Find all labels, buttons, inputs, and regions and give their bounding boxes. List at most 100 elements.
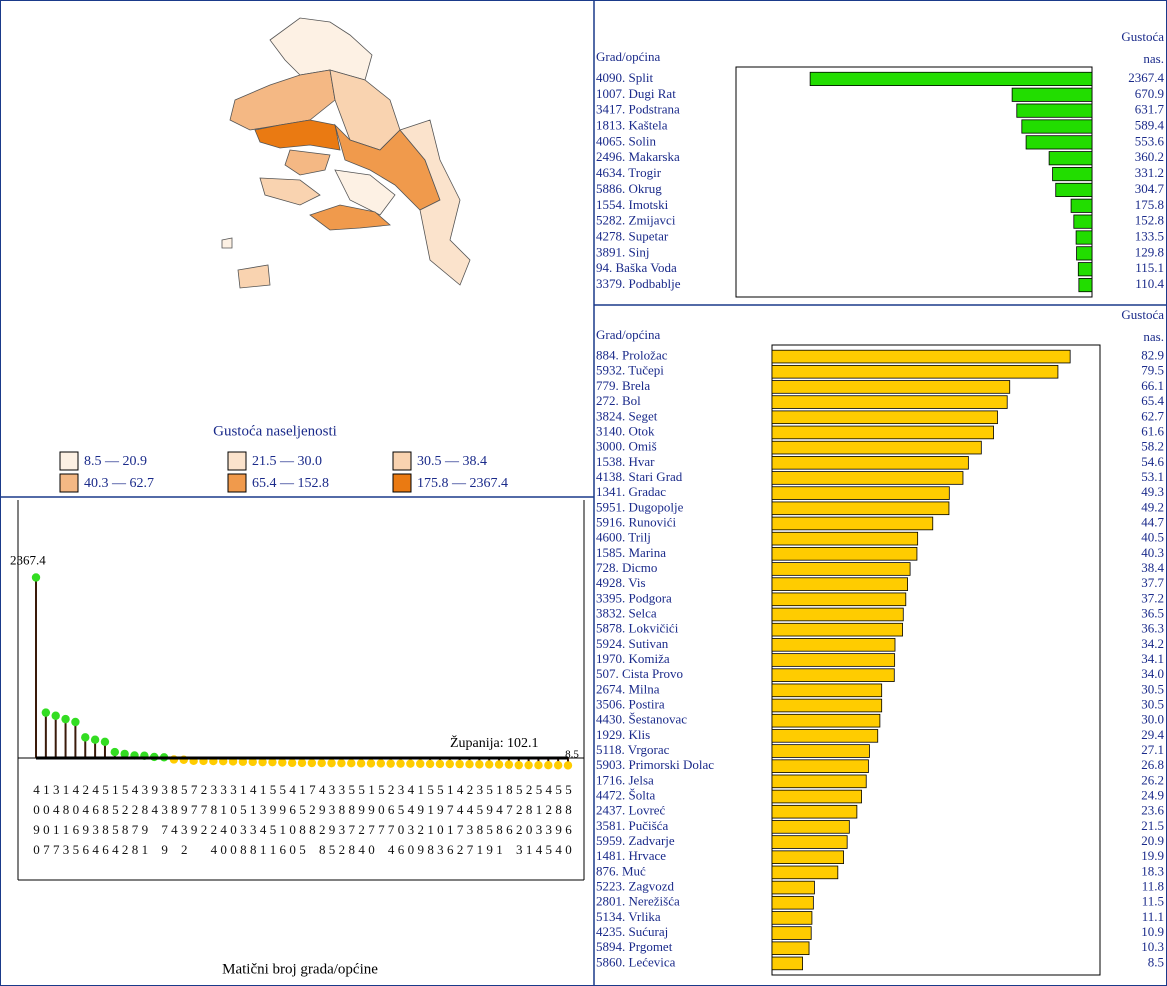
x-tick-label: 5118 — [423, 782, 439, 862]
bar — [771, 774, 867, 789]
x-tick-label: 2674 — [383, 782, 399, 862]
bar — [1052, 167, 1093, 182]
category-label: 4065. Solin — [596, 133, 656, 148]
category-label: 4090. Split — [596, 70, 653, 85]
x-tick-label: 4928 — [314, 782, 330, 862]
category-label: 5894. Prgomet — [596, 939, 673, 954]
x-tick-label: 4090 — [29, 782, 44, 862]
category-label: 2437. Lovreć — [596, 803, 666, 818]
reference-label: Županija: — [450, 734, 504, 751]
bar — [771, 683, 883, 698]
dot — [386, 759, 395, 768]
dot — [317, 758, 326, 768]
x-tick-label: 5903 — [432, 782, 448, 862]
value-header: nas. — [1143, 329, 1164, 344]
value-label: 26.2 — [1141, 772, 1164, 787]
dot — [51, 711, 60, 720]
dot — [120, 749, 129, 759]
x-tick-label: 1538 — [235, 782, 251, 862]
bar — [771, 380, 1011, 394]
legend-title: Gustoća naseljenosti — [213, 423, 337, 439]
reference-value: 102.1 — [507, 736, 539, 751]
map — [221, 17, 471, 289]
bar — [771, 911, 813, 925]
category-label: 4430. Šestanovac — [596, 712, 687, 727]
legend-label: 175.8 — 2367.4 — [417, 476, 508, 491]
dot — [337, 758, 346, 768]
x-tick-label: 3832 — [334, 782, 350, 862]
bar — [1011, 87, 1093, 102]
category-label: 4600. Trilj — [596, 530, 651, 545]
bar — [771, 880, 815, 895]
bar — [771, 607, 904, 622]
dot — [465, 759, 474, 769]
region — [229, 69, 336, 131]
category-label: 1554. Imotski — [596, 197, 669, 212]
x-tick-label: 1970 — [363, 782, 379, 862]
value-label: 36.3 — [1141, 621, 1164, 636]
bar — [771, 713, 881, 728]
legend-label: 30.5 — 38.4 — [417, 454, 487, 469]
value-label: 11.5 — [1142, 894, 1164, 909]
value-label: 27.1 — [1141, 742, 1164, 757]
value-label: 30.5 — [1141, 681, 1164, 696]
x-tick-label: 5223 — [511, 782, 527, 862]
bar — [771, 956, 803, 971]
dot — [238, 757, 248, 766]
x-tick-label: 2496 — [78, 782, 94, 862]
value-label: 54.6 — [1141, 454, 1164, 469]
legend-label: 8.5 — 20.9 — [84, 454, 147, 469]
bar — [771, 729, 879, 743]
bar — [771, 471, 964, 485]
category-label: 1538. Hvar — [596, 454, 655, 469]
bar — [771, 850, 844, 864]
value-label: 29.4 — [1141, 727, 1164, 742]
bar — [771, 926, 812, 940]
value-label: 304.7 — [1135, 181, 1165, 196]
bar — [771, 668, 895, 682]
bar — [771, 895, 814, 910]
category-label: 3824. Seget — [596, 408, 658, 423]
bar — [771, 835, 848, 849]
value-label: 82.9 — [1141, 348, 1164, 363]
dot — [307, 758, 317, 768]
x-tick-label: 4235 — [541, 782, 557, 862]
value-label: 553.6 — [1135, 133, 1165, 148]
x-tick-label: 3824 — [206, 782, 222, 862]
dot — [248, 757, 257, 767]
value-label: 26.8 — [1141, 757, 1164, 772]
value-label: 8.5 — [1148, 954, 1164, 969]
bar — [771, 425, 994, 440]
region — [254, 119, 341, 151]
bar — [1075, 230, 1093, 245]
dot — [71, 717, 80, 727]
category-label: 5924. Sutivan — [596, 636, 669, 651]
legend-swatch — [227, 473, 247, 493]
bar — [771, 653, 896, 667]
value-label: 37.7 — [1141, 575, 1164, 590]
category-label: 3891. Sinj — [596, 244, 649, 259]
region — [399, 119, 471, 286]
category-label: 94. Baška Voda — [596, 260, 677, 275]
dot — [435, 759, 445, 769]
x-tick-label: 5878 — [344, 782, 360, 862]
value-label: 133.5 — [1135, 228, 1164, 243]
category-label: 4634. Trogir — [596, 165, 662, 180]
dot — [287, 758, 297, 768]
bar — [771, 577, 908, 591]
category-label: 876. Muć — [596, 863, 646, 878]
bar — [809, 71, 1093, 86]
bar — [771, 440, 982, 455]
x-tick-label: 3379 — [157, 782, 173, 862]
category-label: 2674. Milna — [596, 681, 660, 696]
bar — [1077, 262, 1093, 277]
x-tick-label: 876 — [501, 782, 517, 842]
dot — [396, 759, 405, 768]
dot — [41, 708, 51, 717]
category-label: 1481. Hrvace — [596, 848, 666, 863]
category-label: 4235. Sućuraj — [596, 924, 668, 939]
x-tick-label: 1007 — [38, 782, 54, 862]
category-label: 507. Cista Provo — [596, 666, 683, 681]
x-tick-label: 4634 — [88, 782, 104, 862]
value-label: 589.4 — [1135, 117, 1165, 132]
